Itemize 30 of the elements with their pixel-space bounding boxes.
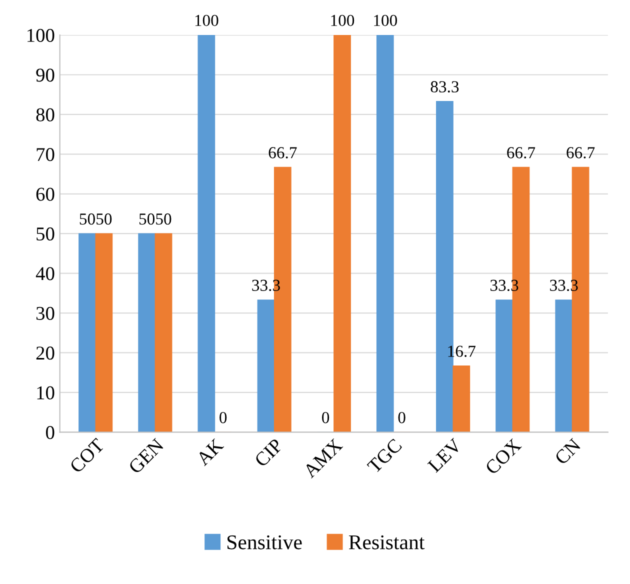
data-label: 100 <box>331 14 354 26</box>
y-tick-label: 30 <box>36 306 54 320</box>
y-tick-label: 80 <box>36 108 54 122</box>
data-label: 0 <box>220 412 227 424</box>
data-label: 100 <box>374 14 397 26</box>
data-label: 83.3 <box>430 81 459 92</box>
data-label: 50 <box>80 213 95 225</box>
data-label: 50 <box>96 213 112 225</box>
y-tick-label: 70 <box>36 148 54 162</box>
y-tick-label: 50 <box>36 227 54 241</box>
legend-label: Resistant <box>348 535 425 550</box>
legend-label: Sensitive <box>228 535 302 550</box>
data-label: 50 <box>156 213 172 225</box>
x-tick-label: AK <box>195 438 224 466</box>
data-label: 50 <box>139 213 155 225</box>
data-label: 100 <box>195 14 218 26</box>
y-tick-label: 10 <box>37 386 54 400</box>
data-label: 0 <box>322 412 330 424</box>
data-label: 66.7 <box>566 147 595 158</box>
y-tick-label: 90 <box>36 68 54 82</box>
y-tick-label: 20 <box>36 346 54 360</box>
data-label: 0 <box>398 412 406 424</box>
y-tick-label: 0 <box>46 426 54 440</box>
y-tick-label: 40 <box>36 267 54 280</box>
data-label: 66.7 <box>268 147 297 158</box>
y-tick-label: 60 <box>36 188 54 201</box>
y-tick-label: 100 <box>28 28 54 42</box>
data-label: 66.7 <box>507 147 536 158</box>
x-tick-label: CN <box>554 438 582 466</box>
x-tick-label: CIP <box>254 438 284 468</box>
